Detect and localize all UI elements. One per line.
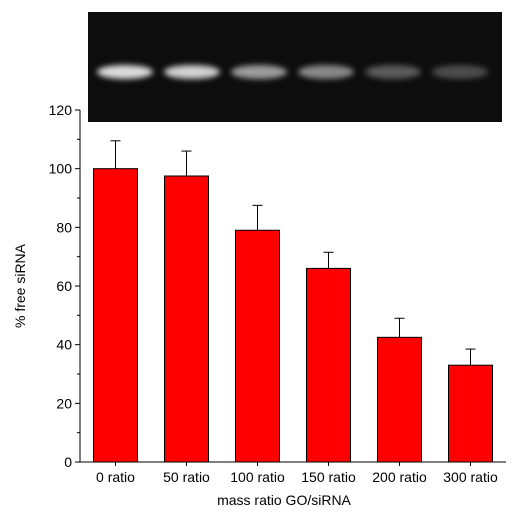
bars — [93, 168, 493, 463]
y-tick-label: 20 — [56, 395, 72, 411]
x-tick-label: 50 ratio — [163, 469, 210, 485]
gel-bands — [97, 65, 488, 79]
x-tick-label: 150 ratio — [301, 469, 356, 485]
x-axis-title: mass ratio GO/siRNA — [217, 492, 351, 508]
gel-band — [298, 65, 354, 79]
bar — [377, 336, 422, 463]
x-tick-label: 0 ratio — [96, 469, 135, 485]
gel-band — [97, 65, 153, 79]
gel-image — [88, 12, 502, 122]
y-tick-label: 40 — [56, 337, 72, 353]
error-bars — [110, 140, 476, 366]
gel-background — [88, 12, 502, 122]
bar — [164, 175, 209, 463]
bar — [93, 168, 138, 463]
bar — [235, 229, 280, 463]
y-ticks: 0 20 40 60 80 100 120 — [49, 102, 80, 470]
bar — [306, 267, 351, 463]
gel-band — [164, 65, 220, 79]
gel-band — [231, 65, 287, 79]
bar — [448, 364, 493, 463]
y-tick-label: 80 — [56, 219, 72, 235]
x-tick-label: 300 ratio — [443, 469, 498, 485]
axes: 0 20 40 60 80 100 120 0 ratio 50 ratio 100 ratio… — [49, 102, 506, 485]
gel-band — [365, 65, 421, 79]
y-tick-label: 60 — [56, 278, 72, 294]
x-ticks: 0 ratio 50 ratio 100 ratio 150 ratio 200 rat… — [96, 462, 498, 485]
y-axis-title: % free siRNA — [12, 243, 28, 328]
y-tick-label: 100 — [49, 161, 73, 177]
y-tick-label: 0 — [64, 454, 72, 470]
x-tick-label: 100 ratio — [230, 469, 285, 485]
x-tick-label: 200 ratio — [372, 469, 427, 485]
gel-band — [432, 65, 488, 79]
y-tick-label: 120 — [49, 102, 73, 118]
